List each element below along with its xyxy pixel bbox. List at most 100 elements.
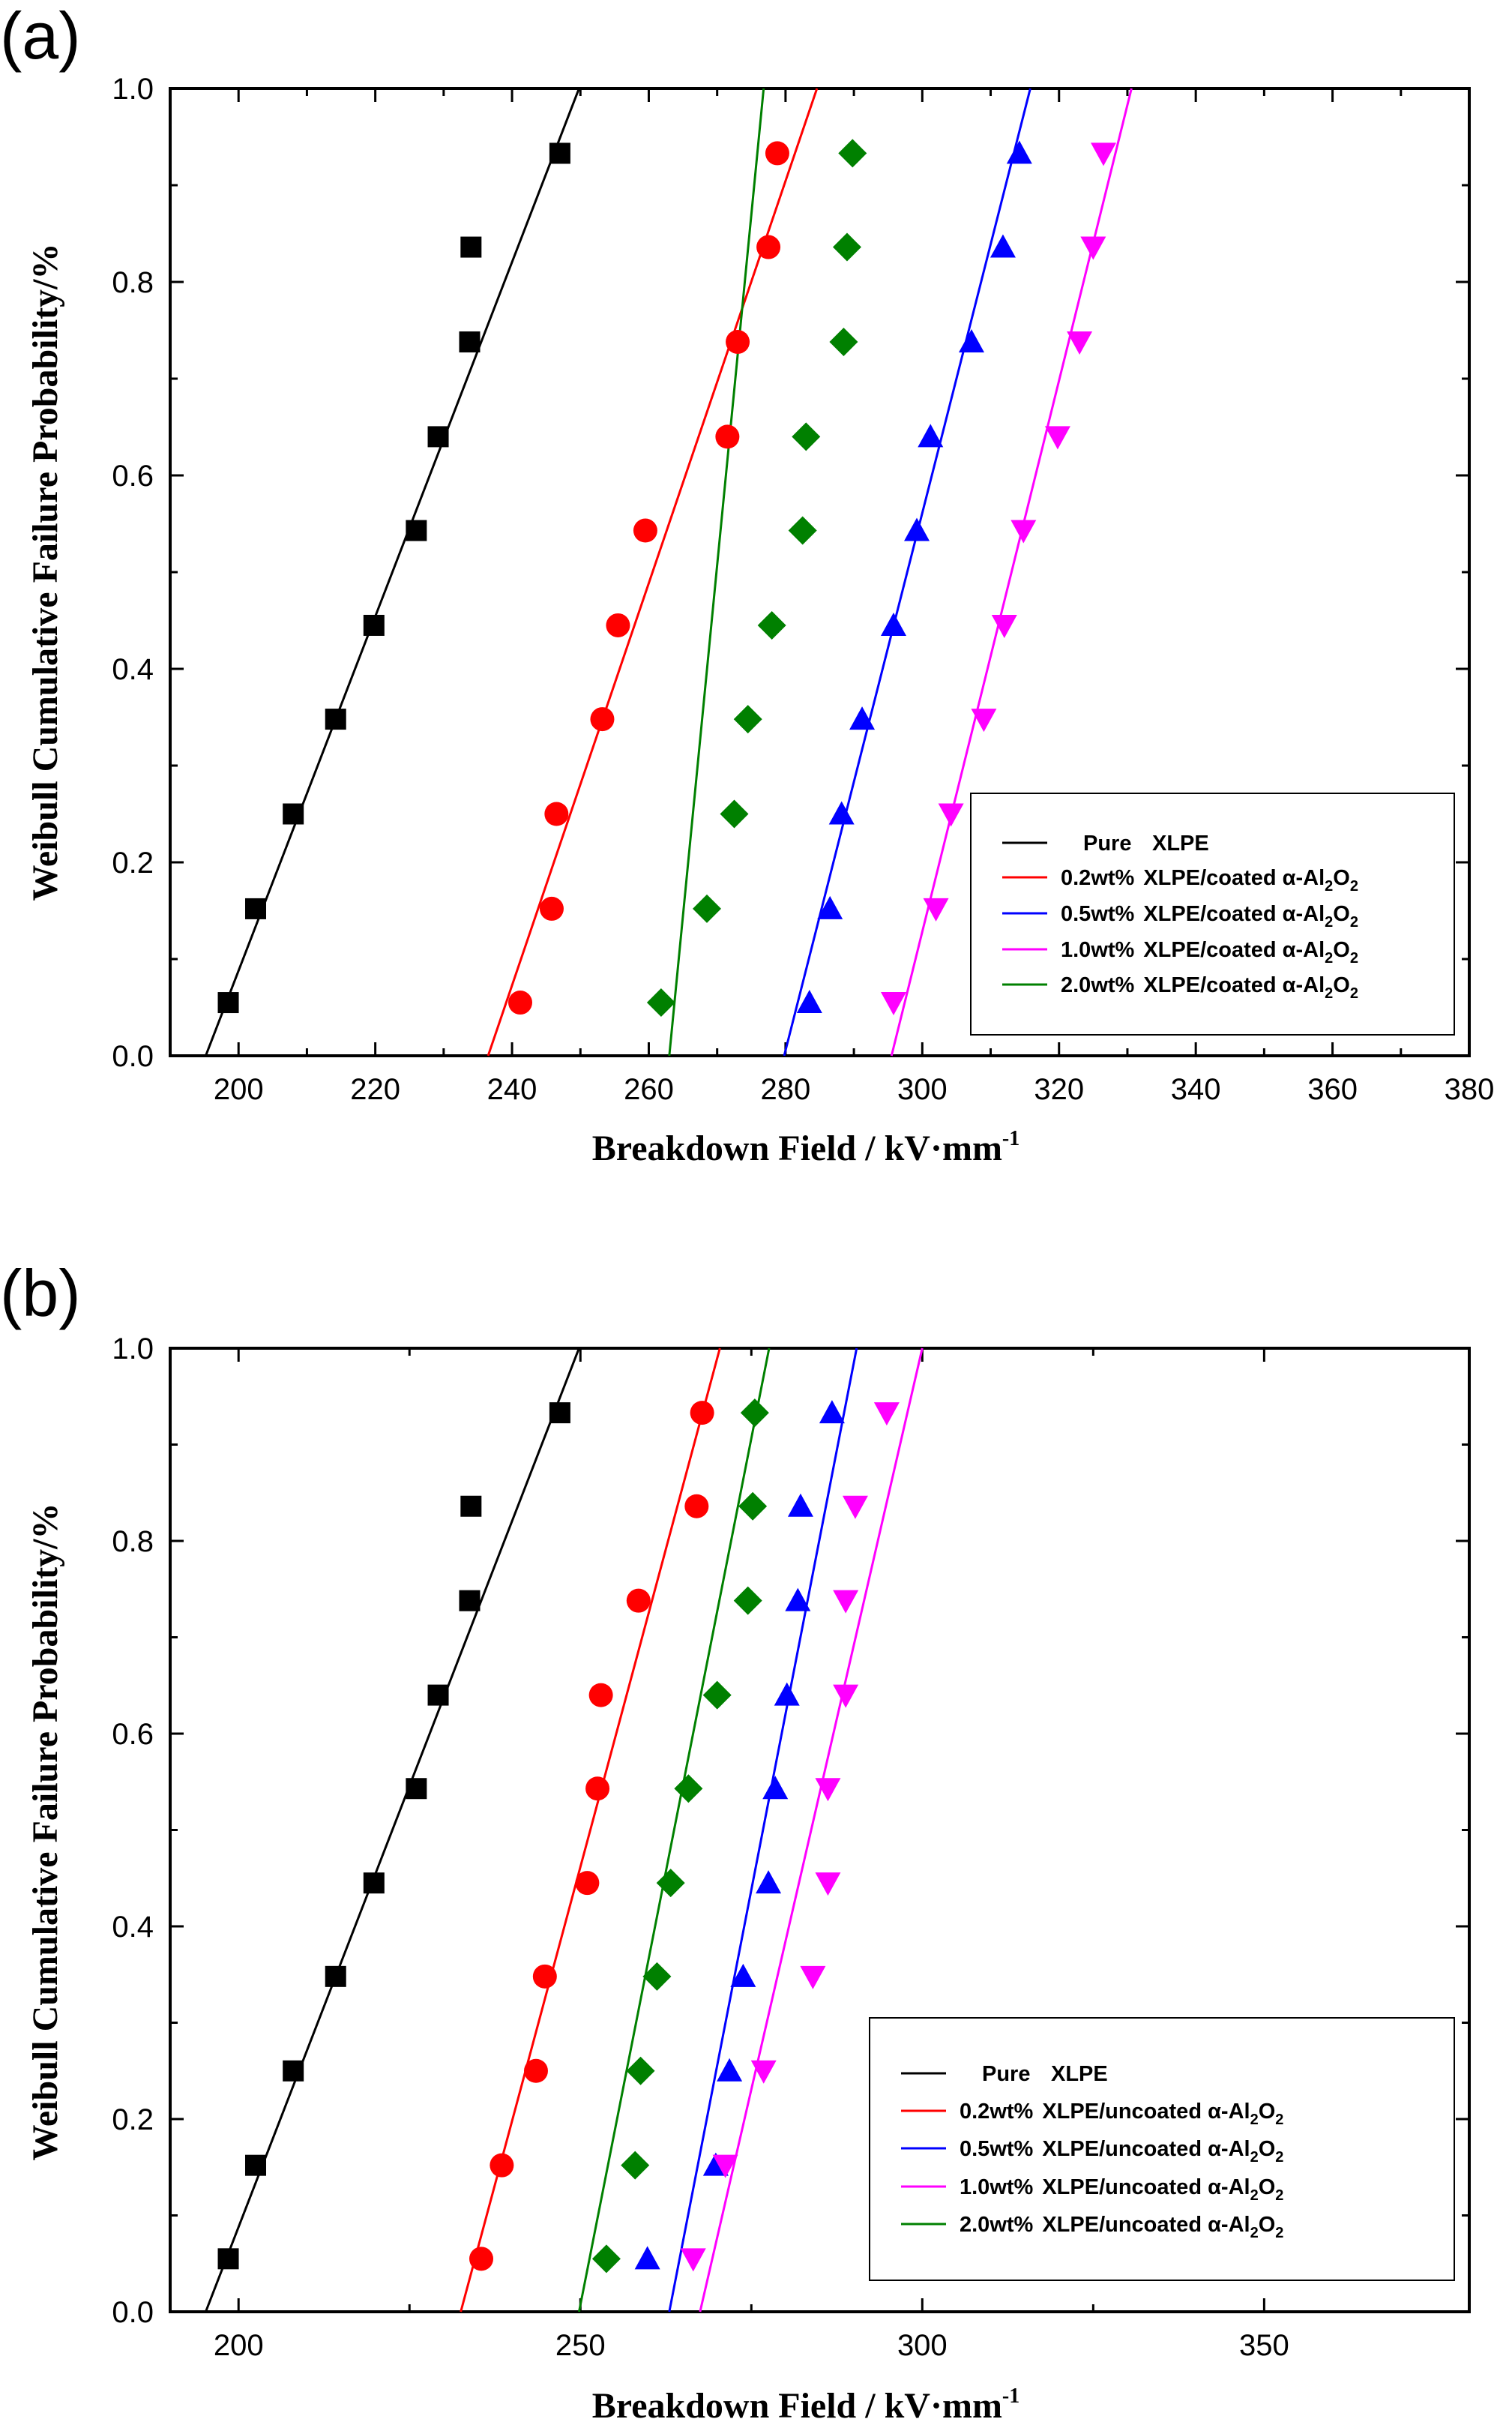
- data-point: [828, 801, 855, 825]
- legend-label-prefix: 2.0wt%: [960, 2213, 1034, 2237]
- data-point: [774, 1682, 800, 1706]
- data-point: [591, 2244, 621, 2274]
- data-point: [756, 235, 781, 259]
- x-axis-title-superscript: -1: [1002, 2385, 1019, 2408]
- axes: [169, 1347, 1471, 2313]
- data-point: [217, 2248, 239, 2270]
- data-point: [1091, 142, 1117, 166]
- data-point: [991, 614, 1017, 638]
- legend-label: XLPE: [1051, 2062, 1108, 2086]
- axes: [169, 87, 1471, 1057]
- data-point: [283, 803, 304, 825]
- panel-b: (b) 200 250 300 350 0.0 0.2 0.4 0.6 0.8 1.0 Brea…: [0, 1256, 1471, 2422]
- data-point: [829, 327, 858, 356]
- x-tick-label: 300: [897, 1073, 948, 1106]
- legend-label-tail: O: [1259, 2100, 1276, 2124]
- data-point: [750, 2060, 777, 2084]
- data-point: [588, 1683, 613, 1707]
- legend-label-sub: 2: [1350, 985, 1358, 1002]
- data-point: [733, 705, 762, 734]
- x-tick-labels: 200 220 240 260 280 300 320 340 360 380: [214, 1073, 1495, 1106]
- legend-label: 2.0wt% XLPE/uncoated α-Al2O2: [960, 2213, 1283, 2241]
- y-tick-label: 0.4: [112, 653, 154, 686]
- y-tick-label: 0.8: [112, 1525, 154, 1558]
- legend-label-main: XLPE/coated α-Al: [1143, 866, 1325, 890]
- data-point: [873, 1402, 900, 1426]
- data-point: [459, 331, 481, 352]
- data-point: [646, 988, 675, 1018]
- data-point: [787, 1493, 813, 1517]
- data-point: [634, 2246, 660, 2270]
- panel-label: (b): [0, 1256, 81, 1330]
- y-tick-label: 0.2: [112, 847, 154, 880]
- data-point: [217, 992, 239, 1014]
- x-tick-label: 320: [1034, 1073, 1084, 1106]
- legend-label-tail: O: [1333, 902, 1350, 926]
- x-tick-label: 200: [214, 2329, 264, 2362]
- data-point: [849, 706, 876, 730]
- legend-box: [869, 2017, 1455, 2281]
- legend-label-main: XLPE/uncoated α-Al: [1042, 2213, 1250, 2237]
- legend-label: 2.0wt% XLPE/coated α-Al2O2: [1061, 973, 1358, 1002]
- x-axis-title: Breakdown Field / kV·mm-1: [592, 1127, 1020, 1168]
- legend-label-sub: 2: [1275, 2187, 1283, 2204]
- y-tick-labels: 0.0 0.2 0.4 0.6 0.8 1.0: [112, 73, 154, 1073]
- data-point: [1044, 426, 1070, 450]
- legend-label-sub: 2: [1275, 2112, 1283, 2128]
- fit-line: [668, 1347, 858, 2313]
- y-tick-label: 0.0: [112, 2296, 154, 2329]
- x-tick-label: 260: [624, 1073, 674, 1106]
- data-point: [523, 2058, 548, 2083]
- legend-label-prefix: 0.5wt%: [1061, 902, 1135, 926]
- data-point: [1080, 236, 1106, 260]
- fit-line: [205, 88, 580, 1057]
- legend-label-sub: 2: [1250, 2149, 1259, 2166]
- x-tick-label: 300: [897, 2329, 948, 2362]
- panel-label: (a): [0, 0, 81, 73]
- legend-label: XLPE: [1152, 832, 1209, 856]
- y-tick-label: 0.2: [112, 2103, 154, 2136]
- data-point: [788, 516, 817, 545]
- data-point: [532, 1964, 557, 1989]
- data-point: [785, 1587, 811, 1611]
- legend-box: [970, 793, 1455, 1036]
- data-point: [245, 2154, 267, 2176]
- data-point: [633, 518, 657, 543]
- y-tick-label: 1.0: [112, 1332, 154, 1365]
- data-point: [1067, 331, 1093, 355]
- data-point: [738, 1491, 768, 1521]
- legend-label-tail: O: [1259, 2137, 1276, 2161]
- fit-line: [668, 88, 765, 1057]
- x-axis-title-text: Breakdown Field / kV·mm: [592, 1129, 1002, 1168]
- data-point: [726, 329, 750, 354]
- data-point: [757, 610, 786, 640]
- data-point: [325, 1965, 346, 1987]
- legend-label: 0.5wt% XLPE/coated α-Al2O2: [1061, 902, 1358, 931]
- fit-line: [460, 1347, 721, 2313]
- legend-label: 0.2wt% XLPE/uncoated α-Al2O2: [960, 2100, 1283, 2128]
- data-point: [733, 1586, 762, 1615]
- data-point: [539, 896, 564, 921]
- fit-line: [487, 88, 819, 1057]
- data-point: [842, 1495, 868, 1519]
- legend-label-prefix: 0.2wt%: [1061, 866, 1135, 890]
- x-tick-label: 360: [1307, 1073, 1358, 1106]
- legend-label-tail: O: [1333, 973, 1350, 997]
- data-point: [815, 1778, 841, 1802]
- x-tick-label: 250: [555, 2329, 606, 2362]
- legend-label-prefix: 0.5wt%: [960, 2137, 1034, 2161]
- x-tick-label: 200: [214, 1073, 264, 1106]
- legend-label-sub: 2: [1325, 878, 1333, 895]
- legend-label-main: XLPE/uncoated α-Al: [1042, 2137, 1250, 2161]
- x-tick-label: 240: [487, 1073, 537, 1106]
- data-point: [325, 709, 346, 730]
- legend-label: Pure: [1083, 832, 1131, 856]
- legend-label-prefix: 1.0wt%: [960, 2175, 1034, 2199]
- data-point: [575, 1871, 600, 1896]
- x-tick-label: 380: [1445, 1073, 1495, 1106]
- y-tick-label: 0.4: [112, 1911, 154, 1944]
- legend-label-prefix: 1.0wt%: [1061, 938, 1135, 962]
- data-point: [881, 612, 907, 636]
